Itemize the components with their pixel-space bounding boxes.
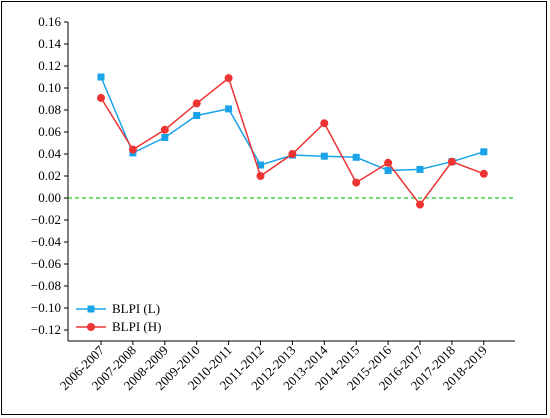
data-point-blpi-h <box>447 157 456 166</box>
data-point-blpi-l <box>97 73 105 81</box>
y-tick-label: 0.16 <box>38 14 61 29</box>
data-point-blpi-l <box>480 148 488 156</box>
y-tick-label: −0.04 <box>31 234 62 249</box>
y-tick-label: −0.10 <box>31 300 61 315</box>
legend-label-blpi-h: BLPI (H) <box>112 319 161 334</box>
data-point-blpi-h <box>479 169 488 178</box>
axes: 0.16 0.14 0.12 0.10 0.08 0.06 0.04 0.02 0.00 −0.0… <box>31 14 515 393</box>
data-point-blpi-h <box>256 172 265 180</box>
legend: BLPI (L) BLPI (H) <box>76 301 161 334</box>
data-point-blpi-h <box>288 150 297 158</box>
data-point-blpi-l <box>320 152 328 160</box>
y-tick-label: −0.06 <box>31 256 62 271</box>
series-group <box>97 73 488 209</box>
data-point-blpi-l <box>384 167 392 174</box>
data-point-blpi-h <box>192 99 201 108</box>
y-tick-label: 0.08 <box>38 102 61 117</box>
y-tick-label: −0.02 <box>31 212 61 227</box>
legend-marker-blpi-h <box>87 323 95 331</box>
y-tick-label: 0.04 <box>38 146 61 161</box>
data-point-blpi-h <box>320 119 329 128</box>
data-point-blpi-h <box>384 158 393 167</box>
data-point-blpi-h <box>128 145 137 154</box>
y-tick-label: 0.10 <box>38 80 61 95</box>
data-point-blpi-h <box>416 200 424 209</box>
y-tick-label: −0.12 <box>31 322 61 337</box>
y-tick-label: 0.00 <box>38 190 61 205</box>
y-tick-label: 0.12 <box>38 58 61 73</box>
legend-label-blpi-l: BLPI (L) <box>112 301 160 316</box>
data-point-blpi-h <box>224 74 233 83</box>
data-point-blpi-l <box>225 105 233 113</box>
data-point-blpi-h <box>352 178 361 187</box>
legend-marker-blpi-l <box>87 305 95 313</box>
y-tick-label: −0.08 <box>31 278 61 293</box>
data-point-blpi-h <box>97 93 105 102</box>
data-point-blpi-l <box>352 153 360 161</box>
y-tick-label: 0.06 <box>38 124 61 139</box>
y-tick-label: 0.14 <box>38 36 61 51</box>
data-point-blpi-l <box>161 134 169 141</box>
data-point-blpi-l <box>416 165 424 173</box>
y-tick-label: 0.02 <box>38 168 61 183</box>
data-point-blpi-h <box>160 125 169 134</box>
data-point-blpi-l <box>193 112 201 119</box>
data-point-blpi-l <box>257 161 264 169</box>
